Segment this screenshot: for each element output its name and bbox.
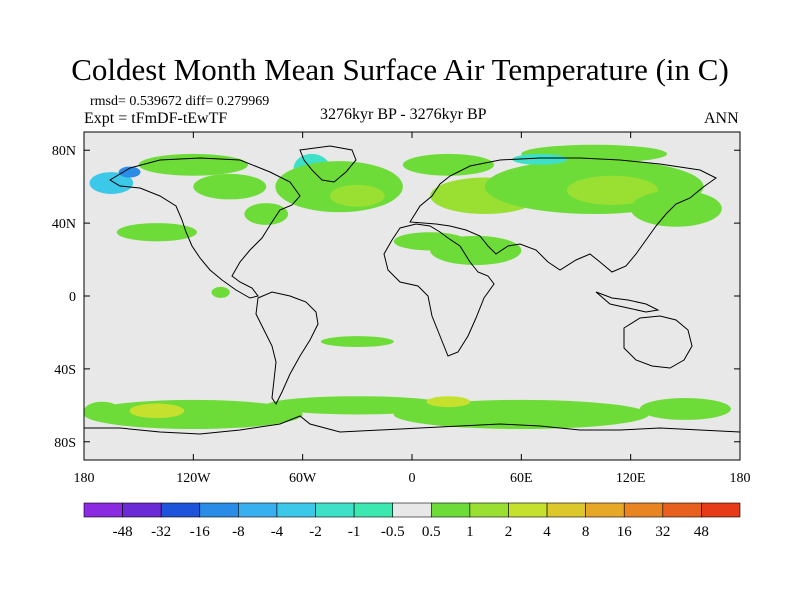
longitude-tick-label: 180 — [74, 471, 95, 486]
colorbar-swatch — [662, 502, 702, 518]
colorbar-label: 16 — [617, 524, 633, 540]
anomaly-region — [512, 153, 567, 165]
map-title: Coldest Month Mean Surface Air Temperatu… — [71, 52, 729, 87]
statistics-line: rmsd= 0.539672 diff= 0.279969 — [90, 94, 270, 109]
longitude-tick-label: 180 — [730, 471, 751, 486]
coastline-north-america — [109, 157, 301, 299]
colorbar-swatch — [701, 502, 741, 518]
experiment-label: Expt = tFmDF-tEwTF — [84, 110, 228, 127]
latitude-axis: 80N 40N 0 40S 80S — [52, 144, 740, 451]
colorbar-swatch — [508, 502, 548, 518]
anomaly-region — [320, 336, 394, 348]
colorbar-label: -4 — [271, 524, 284, 540]
colorbar-swatch — [315, 502, 355, 518]
anomaly-field — [84, 144, 731, 430]
anomaly-region — [402, 153, 495, 176]
coastline-antarctica — [84, 415, 740, 435]
anomaly-region — [393, 399, 649, 430]
colorbar-swatch — [160, 502, 201, 518]
colorbar-swatch — [353, 502, 394, 518]
coastline-australia — [623, 315, 693, 369]
latitude-tick-label: 0 — [69, 290, 76, 305]
colorbar-label: -0.5 — [381, 524, 405, 540]
latitude-tick-label: 40S — [54, 363, 76, 378]
anomaly-region — [138, 153, 248, 176]
colorbar-swatch — [623, 502, 664, 518]
anomaly-region — [193, 173, 267, 200]
anomaly-region — [566, 175, 658, 205]
colorbar-label: 48 — [694, 524, 709, 540]
colorbar-swatch — [392, 502, 432, 518]
coastline-asia — [409, 157, 717, 273]
colorbar-label: -16 — [190, 524, 210, 540]
anomaly-region — [426, 396, 471, 408]
latitude-tick-label: 40N — [52, 217, 76, 232]
anomaly-region — [129, 403, 185, 419]
colorbar-label: 0.5 — [422, 524, 441, 540]
colorbar-label: 32 — [655, 524, 670, 540]
colorbar-swatch — [199, 502, 239, 518]
longitude-axis: 180 120W 60W 0 60E 120E 180 — [74, 132, 751, 486]
anomaly-region — [244, 203, 289, 225]
colorbar-label: 8 — [582, 524, 590, 540]
coastline-eurasia-africa — [383, 223, 495, 357]
latitude-tick-label: 80S — [54, 436, 76, 451]
anomaly-region — [330, 184, 385, 207]
coastline-indonesia — [595, 291, 660, 313]
anomaly-region — [275, 161, 403, 213]
longitude-tick-label: 60E — [510, 471, 533, 486]
latitude-tick-label: 80N — [52, 144, 76, 159]
colorbar-swatch — [83, 502, 123, 518]
colorbar-label: -8 — [232, 524, 245, 540]
colorbar-swatch — [585, 502, 625, 518]
anomaly-region — [89, 172, 134, 194]
colorbar-label: -2 — [309, 524, 322, 540]
colorbar-label: 4 — [543, 524, 551, 540]
anomaly-region — [211, 286, 230, 298]
anomaly-region — [84, 401, 121, 420]
coastlines — [84, 145, 740, 435]
colorbar-label: -32 — [151, 524, 171, 540]
longitude-tick-label: 0 — [409, 471, 416, 486]
colorbar-label: 1 — [466, 524, 474, 540]
colorbar-swatch — [276, 502, 316, 518]
longitude-tick-label: 120E — [616, 471, 646, 486]
colorbar: -48 -32 -16 -8 -4 -2 -1 -0.5 0.5 1 2 4 8 16 32 48 — [83, 502, 741, 540]
colorbar-swatch — [546, 502, 586, 518]
period-label: 3276kyr BP - 3276kyr BP — [320, 106, 487, 123]
colorbar-swatch — [430, 502, 471, 518]
longitude-tick-label: 60W — [289, 471, 317, 486]
anomaly-region — [393, 232, 467, 251]
colorbar-swatch — [122, 502, 162, 518]
anomaly-region — [116, 223, 197, 242]
colorbar-label: -1 — [348, 524, 361, 540]
coastline-greenland — [299, 145, 357, 183]
anomaly-region — [630, 190, 722, 227]
colorbar-label: 2 — [505, 524, 513, 540]
season-label: ANN — [704, 110, 739, 127]
colorbar-label: -48 — [113, 524, 133, 540]
anomaly-region — [639, 398, 731, 420]
longitude-tick-label: 120W — [176, 471, 211, 486]
colorbar-swatch — [469, 502, 509, 518]
colorbar-swatch — [238, 502, 278, 518]
anomaly-region — [118, 166, 141, 178]
coastline-south-america — [255, 291, 319, 405]
